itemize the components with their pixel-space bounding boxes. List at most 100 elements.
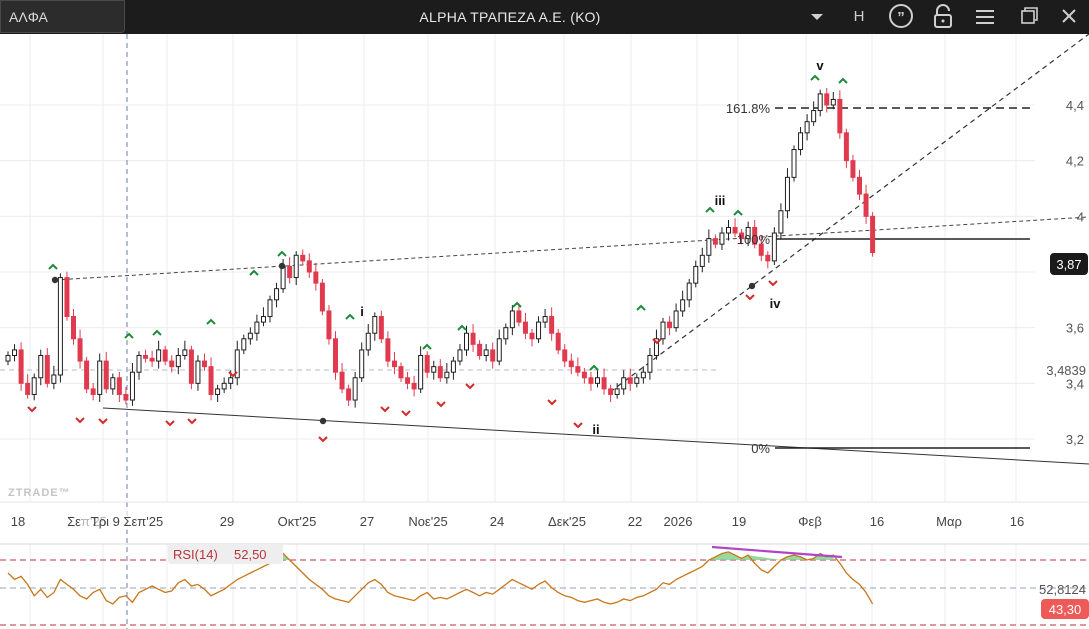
candle: [44, 347, 50, 388]
up-signal-marker: [636, 304, 646, 311]
candle: [647, 347, 653, 380]
candle-body: [647, 355, 653, 373]
instrument-title: ALPHA ΤΡΑΠΕΖΑ Α.Ε. (ΚΟ): [419, 9, 601, 25]
svg-text:”: ”: [897, 9, 905, 26]
x-tick-label: Οκτ'25: [278, 514, 317, 529]
candle-body: [149, 357, 155, 362]
down-signal-marker: [75, 417, 85, 424]
candle-body: [424, 355, 430, 373]
candle: [588, 371, 594, 391]
symbol-input[interactable]: [0, 0, 125, 33]
candle-body: [653, 338, 659, 356]
candle-body: [712, 238, 718, 245]
candle: [739, 228, 745, 245]
candle: [156, 340, 162, 369]
candle: [522, 312, 528, 340]
candle: [804, 114, 810, 141]
candle-body: [850, 160, 856, 178]
candle-body: [496, 338, 502, 362]
candle: [870, 212, 876, 257]
candle: [300, 249, 306, 266]
up-signal-marker: [838, 77, 848, 84]
candle: [208, 357, 214, 401]
candle-body: [254, 321, 260, 334]
candle-body: [693, 265, 699, 284]
reference-price-label: 3,4839: [1046, 363, 1086, 378]
candle-body: [143, 355, 149, 359]
candle-body: [365, 332, 371, 351]
candle-body: [745, 226, 751, 240]
down-signal-marker: [768, 280, 778, 287]
wave-label-v: v: [816, 58, 824, 73]
candle: [863, 184, 869, 224]
candle-body: [287, 265, 293, 279]
diagonal-trendline: [609, 34, 1089, 393]
candle: [391, 351, 397, 375]
candle-body: [77, 338, 83, 362]
candle-body: [398, 366, 404, 379]
lock-icon[interactable]: [926, 0, 960, 34]
candle: [850, 154, 856, 182]
window-icon[interactable]: [1012, 0, 1046, 34]
x-tick-label: Τρι 9 Σεπ'25: [91, 514, 163, 529]
down-signal-marker: [436, 401, 446, 408]
candle-body: [313, 271, 319, 284]
candle: [765, 251, 771, 269]
candle: [346, 384, 352, 406]
candle-body: [771, 232, 777, 262]
candle: [824, 88, 830, 113]
candle-body: [116, 377, 122, 395]
candle-body: [798, 132, 804, 151]
candle-body: [411, 382, 417, 390]
candle: [726, 219, 731, 241]
candle-body: [778, 210, 784, 234]
candle-body: [90, 388, 96, 395]
candle-body: [522, 321, 528, 334]
candle-body: [444, 371, 450, 379]
x-tick-label: Φεβ: [798, 514, 822, 529]
up-signal-marker: [345, 313, 355, 320]
candle: [77, 329, 83, 369]
wave-label-i: i: [360, 304, 364, 319]
quote-icon[interactable]: ”: [884, 0, 918, 34]
dropdown-icon[interactable]: [800, 0, 834, 34]
candle-body: [706, 238, 712, 256]
candle: [64, 271, 70, 321]
candle-body: [372, 316, 378, 334]
candle-body: [333, 338, 338, 373]
candle-body: [44, 355, 50, 384]
candle: [326, 305, 332, 345]
rsi-line: [7, 551, 874, 605]
candle: [608, 384, 614, 402]
x-tick-label: 2026: [664, 514, 693, 529]
candle-body: [38, 355, 44, 379]
candle-body: [817, 93, 823, 112]
candle-body: [378, 316, 384, 340]
candle: [542, 309, 548, 328]
candle: [241, 334, 247, 355]
close-icon[interactable]: [1052, 0, 1086, 34]
rsi-last-label: 43,30: [1049, 602, 1082, 617]
candle: [516, 303, 522, 327]
candle-body: [752, 226, 758, 245]
rsi-last-badge: [1041, 599, 1089, 619]
up-signal-marker: [810, 74, 820, 81]
candle: [680, 290, 686, 317]
candle-body: [726, 226, 731, 234]
candle: [470, 324, 476, 352]
timeframe-button[interactable]: H: [853, 8, 865, 25]
candle-body: [824, 93, 830, 106]
candle-body: [129, 371, 135, 401]
candle-body: [437, 366, 443, 379]
y-tick-label: 4,2: [1066, 154, 1084, 169]
wave-label-ii: ii: [592, 422, 599, 437]
candle: [149, 350, 155, 367]
candle: [25, 374, 31, 399]
menu-icon[interactable]: [968, 0, 1002, 34]
down-signal-marker: [465, 383, 475, 390]
candle: [483, 344, 489, 362]
candle-body: [418, 355, 424, 390]
candle: [431, 360, 437, 380]
candle-body: [784, 176, 790, 212]
